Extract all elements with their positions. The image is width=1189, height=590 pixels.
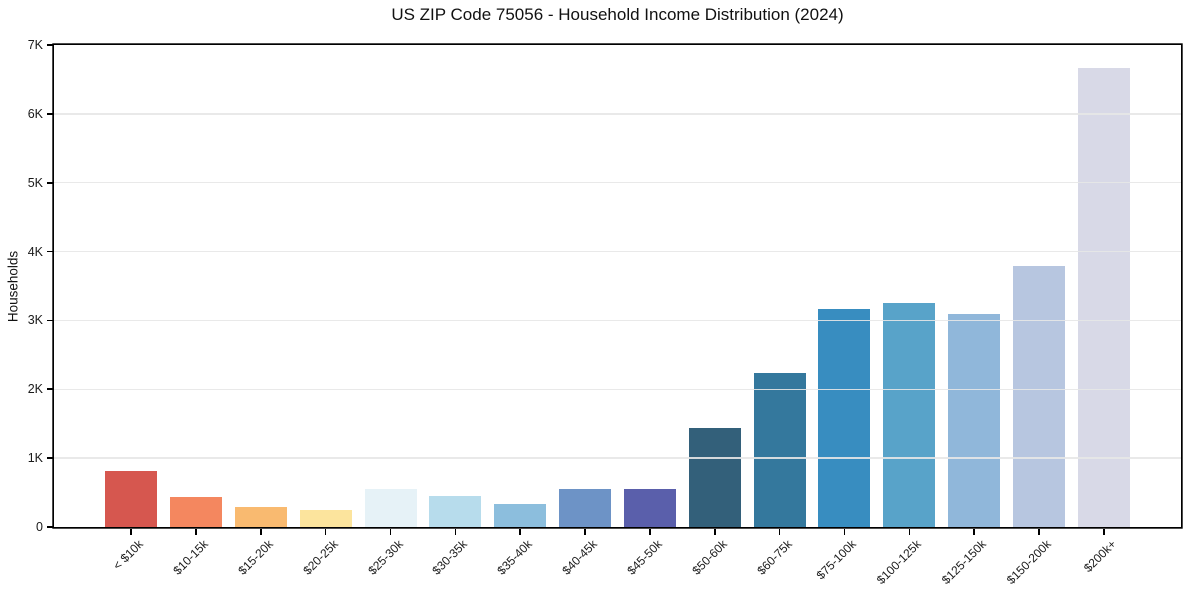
x-tick-$60-75k [778,528,781,535]
y-tick-label-1K: 1K [27,451,43,466]
x-tick-< $10k [130,528,132,535]
x-tick-$150-200k [1038,528,1040,535]
x-tick-$35-40k [519,528,522,535]
y-tick-3K [47,319,53,322]
bar-$30-35k [429,495,482,527]
plot-area [54,45,1181,527]
y-axis-label: Households [5,250,21,323]
bar-$45-50k [623,488,676,527]
bar-$20-25k [299,510,352,527]
x-tick-$50-60k [713,528,716,535]
y-tick-7K [47,44,53,46]
x-tick-$30-35k [454,528,457,535]
x-tick-$125-150k [973,528,975,535]
bar-$75-100k [818,308,871,527]
x-tick-label-$200k+: $200k+ [1080,537,1119,575]
bar-$125-150k [948,314,1001,527]
bar-$35-40k [494,503,547,527]
x-tick-label-$35-40k: $35-40k [494,537,536,578]
x-tick-label-$45-50k: $45-50k [624,537,665,578]
x-tick-$25-30k [389,528,392,535]
y-tick-2K [47,388,53,391]
y-tick-label-6K: 6K [27,106,43,121]
bar-$15-20k [234,507,287,527]
bar-$60-75k [753,372,806,527]
x-tick-label-$150-200k: $150-200k [1003,537,1054,588]
y-tick-label-4K: 4K [27,244,43,259]
x-tick-label-$125-150k: $125-150k [939,537,990,588]
x-tick-label-$40-45k: $40-45k [559,537,600,578]
bar-< $10k [105,470,158,527]
gridline-4K [54,250,1181,253]
bar-$25-30k [364,489,417,527]
x-tick-label-$60-75k: $60-75k [753,537,795,578]
x-tick-label-$50-60k: $50-60k [689,537,730,578]
x-tick-$200k+ [1103,528,1105,535]
x-tick-label-$25-30k: $25-30k [364,537,406,578]
x-tick-$40-45k [584,528,586,535]
gridline-1K [54,457,1181,459]
y-tick-1K [47,457,53,459]
chart-title: US ZIP Code 75056 - Household Income Dis… [391,5,844,24]
x-tick-$10-15k [195,528,197,535]
y-tick-label-0: 0 [36,520,43,534]
bar-$40-45k [559,489,612,527]
y-tick-label-7K: 7K [27,38,43,52]
x-tick-label-$10-15k: $10-15k [170,537,211,578]
y-tick-label-2K: 2K [27,382,43,397]
x-tick-$75-100k [843,528,846,535]
bar-$200k+ [1077,67,1130,527]
x-tick-$20-25k [324,528,327,535]
y-tick-5K [47,181,53,184]
x-tick-label-$30-35k: $30-35k [429,537,471,578]
x-tick-$100-125k [908,528,911,535]
y-tick-label-3K: 3K [27,313,43,328]
gridline-6K [54,113,1181,115]
gridline-5K [54,182,1181,184]
x-tick-label-$75-100k: $75-100k [814,537,860,583]
bar-$100-125k [883,303,936,527]
x-tick-label-< $10k: < $10k [110,537,147,573]
x-tick-$15-20k [260,528,262,535]
y-tick-4K [47,250,53,253]
y-tick-label-5K: 5K [27,175,43,190]
y-tick-0 [47,526,53,528]
x-tick-label-$20-25k: $20-25k [300,537,341,578]
bar-$50-60k [688,427,741,527]
bar-$150-200k [1012,266,1065,527]
x-tick-label-$15-20k: $15-20k [235,537,276,578]
gridline-3K [54,319,1181,322]
bar-$10-15k [170,496,222,527]
x-tick-$45-50k [649,528,651,535]
y-tick-6K [47,113,53,115]
x-tick-label-$100-125k: $100-125k [874,537,925,588]
gridline-2K [54,388,1181,390]
